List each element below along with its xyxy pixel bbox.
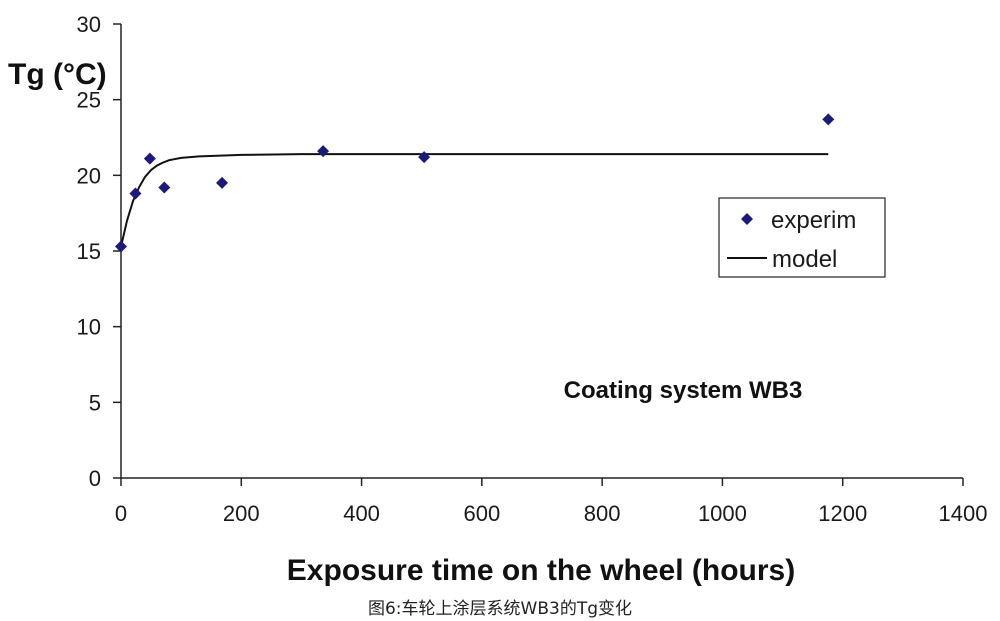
data-point-experim (143, 152, 156, 165)
x-tick-label: 200 (223, 501, 260, 526)
plot-series (115, 113, 835, 253)
figure-caption: 图6:车轮上涂层系统WB3的Tg变化 (367, 599, 632, 619)
data-point-experim (129, 187, 142, 200)
y-axis-ticks: 0 5 10 15 20 25 30 (77, 12, 121, 491)
legend: experim model (718, 197, 886, 278)
y-tick-label: 0 (89, 466, 101, 491)
x-tick-label: 1400 (939, 501, 988, 526)
legend-label-experim: experim (771, 207, 856, 234)
x-axis-label: Exposure time on the wheel (hours) (287, 554, 795, 587)
data-point-experim (822, 113, 835, 126)
x-tick-label: 600 (463, 501, 500, 526)
x-tick-label: 1000 (698, 501, 747, 526)
legend-label-model: model (772, 246, 837, 273)
x-tick-label: 1200 (818, 501, 867, 526)
legend-marker-experim (741, 213, 753, 225)
legend-box (718, 197, 886, 278)
y-tick-label: 10 (77, 315, 101, 340)
y-tick-label: 5 (89, 390, 101, 415)
data-point-experim (418, 151, 431, 164)
data-point-experim (158, 181, 171, 194)
y-tick-label: 15 (77, 239, 101, 264)
x-tick-label: 800 (584, 501, 621, 526)
y-tick-label: 20 (77, 163, 101, 188)
annotation: Coating system WB3 (564, 377, 803, 404)
x-tick-label: 400 (343, 501, 380, 526)
y-tick-label: 30 (77, 12, 101, 37)
data-point-experim (317, 145, 330, 158)
y-axis-label: Tg (°C) (8, 58, 107, 91)
x-axis-ticks: 0 200 400 600 800 1000 1200 1400 (115, 478, 988, 526)
data-point-experim (115, 240, 127, 253)
x-tick-label: 0 (115, 501, 127, 526)
data-point-experim (216, 176, 229, 189)
y-tick-label: 25 (77, 88, 101, 113)
